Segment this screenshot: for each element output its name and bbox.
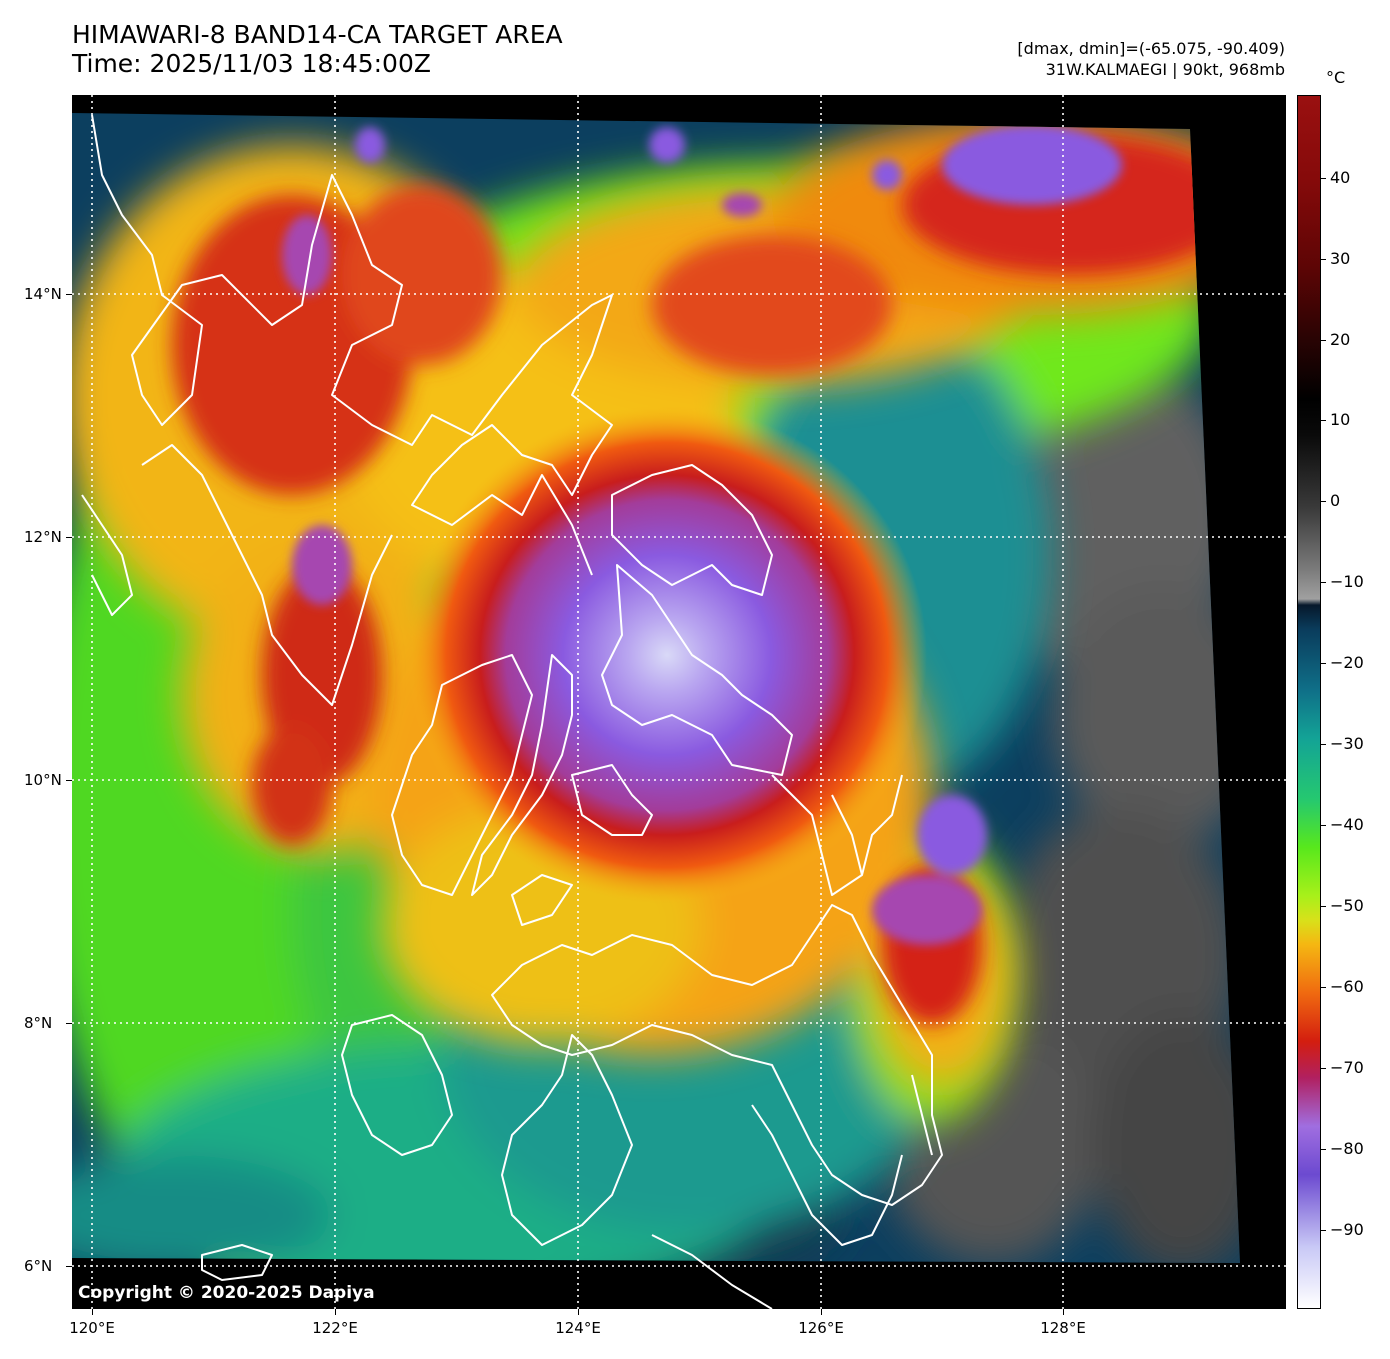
colorbar-tick: [1321, 987, 1326, 988]
colorbar-tick-label: −50: [1330, 896, 1364, 915]
lat-tick: [66, 1266, 72, 1267]
lon-label-126e: 126°E: [798, 1319, 844, 1337]
colorbar-tick: [1321, 744, 1326, 745]
lat-tick: [66, 780, 72, 781]
colorbar-tick: [1321, 259, 1326, 260]
colorbar-tick: [1321, 582, 1326, 583]
colorbar-tick-label: 30: [1330, 249, 1351, 268]
title-line-1: HIMAWARI-8 BAND14-CA TARGET AREA: [72, 20, 563, 49]
colorbar-tick-label: 20: [1330, 330, 1351, 349]
map-title: HIMAWARI-8 BAND14-CA TARGET AREA Time: 2…: [72, 20, 563, 78]
lon-tick: [821, 1309, 822, 1315]
storm-summary-text: 31W.KALMAEGI | 90kt, 968mb: [1045, 60, 1285, 79]
colorbar-tick: [1321, 1149, 1326, 1150]
colorbar-tick-label: −40: [1330, 815, 1364, 834]
lat-tick: [66, 294, 72, 295]
temperature-colorbar: [1297, 95, 1321, 1309]
colorbar-tick-label: −20: [1330, 653, 1364, 672]
lat-tick: [66, 537, 72, 538]
colorbar-tick: [1321, 825, 1326, 826]
colorbar-unit: °C: [1326, 68, 1346, 87]
colorbar-tick-label: −70: [1330, 1058, 1364, 1077]
colorbar-tick-label: 10: [1330, 410, 1351, 429]
lon-label-122e: 122°E: [312, 1319, 358, 1337]
colorbar-tick: [1321, 420, 1326, 421]
satellite-map[interactable]: Copyright © 2020-2025 Dapiya: [72, 95, 1286, 1309]
lat-label-8n: 8°N: [24, 1014, 53, 1032]
lat-label-10n: 10°N: [24, 771, 62, 789]
colorbar-tick: [1321, 663, 1326, 664]
lat-label-6n: 6°N: [24, 1257, 53, 1275]
satellite-imagery: [72, 95, 1286, 1309]
lat-label-14n: 14°N: [24, 285, 62, 303]
colorbar-tick: [1321, 1230, 1326, 1231]
colorbar-tick-label: −30: [1330, 734, 1364, 753]
colorbar-tick-label: −90: [1330, 1220, 1364, 1239]
coastlines: [81, 114, 943, 1309]
colorbar-tick: [1321, 501, 1326, 502]
colorbar-tick: [1321, 340, 1326, 341]
colorbar-tick-label: −80: [1330, 1139, 1364, 1158]
colorbar-tick-label: −10: [1330, 572, 1364, 591]
temperature-range-text: [dmax, dmin]=(-65.075, -90.409): [1017, 39, 1285, 58]
lat-tick: [66, 1023, 72, 1024]
colorbar-tick: [1321, 178, 1326, 179]
colorbar-tick-label: 0: [1330, 491, 1341, 510]
lon-label-124e: 124°E: [555, 1319, 601, 1337]
lon-tick: [578, 1309, 579, 1315]
colorbar-tick-label: 40: [1330, 168, 1351, 187]
lon-tick: [335, 1309, 336, 1315]
lon-label-128e: 128°E: [1040, 1319, 1086, 1337]
storm-info: [dmax, dmin]=(-65.075, -90.409) 31W.KALM…: [1017, 38, 1285, 80]
lon-tick: [1063, 1309, 1064, 1315]
lat-label-12n: 12°N: [24, 528, 62, 546]
lon-tick: [92, 1309, 93, 1315]
graticule: [72, 95, 1286, 1309]
colorbar-tick: [1321, 1068, 1326, 1069]
colorbar-tick: [1321, 906, 1326, 907]
title-time: Time: 2025/11/03 18:45:00Z: [72, 49, 431, 78]
lon-label-120e: 120°E: [69, 1319, 115, 1337]
colorbar-tick-label: −60: [1330, 977, 1364, 996]
copyright-notice: Copyright © 2020-2025 Dapiya: [78, 1283, 375, 1303]
